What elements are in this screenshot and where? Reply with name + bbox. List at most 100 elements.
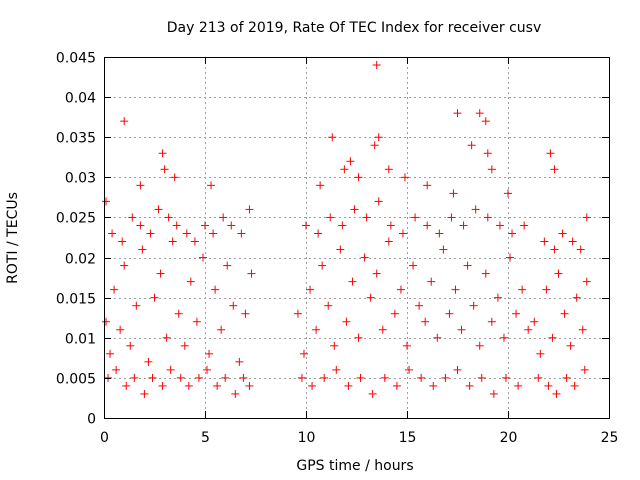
data-point [390, 309, 399, 318]
data-point [338, 221, 347, 230]
data-point [316, 181, 325, 190]
plot-frame [104, 57, 610, 419]
data-point [508, 229, 517, 238]
data-point [380, 373, 389, 382]
data-point [120, 117, 129, 126]
data-point [530, 317, 539, 326]
data-point [384, 237, 393, 246]
y-tick-label: 0.02 [65, 252, 96, 268]
data-point [342, 317, 351, 326]
data-point [487, 317, 496, 326]
data-point [168, 237, 177, 246]
data-point [354, 173, 363, 182]
data-point [453, 365, 462, 374]
data-point [439, 245, 448, 254]
data-point [392, 381, 401, 390]
data-point [211, 285, 220, 294]
data-point [463, 261, 472, 270]
data-point [112, 365, 121, 374]
data-point [524, 325, 533, 334]
data-point [499, 333, 508, 342]
data-point [374, 197, 383, 206]
data-point [447, 213, 456, 222]
y-tick-label: 0.015 [56, 292, 96, 308]
data-point [186, 277, 195, 286]
data-point [453, 109, 462, 118]
data-point [138, 245, 147, 254]
data-point [326, 213, 335, 222]
data-point [366, 293, 375, 302]
y-tick-label: 0.04 [65, 91, 96, 107]
data-point [213, 381, 222, 390]
data-point [370, 141, 379, 150]
data-point [174, 309, 183, 318]
data-point [445, 309, 454, 318]
data-point [546, 149, 555, 158]
data-point [229, 301, 238, 310]
data-point [207, 181, 216, 190]
data-point [209, 229, 218, 238]
data-point [550, 165, 559, 174]
data-point [344, 381, 353, 390]
data-point [190, 237, 199, 246]
data-point [140, 389, 149, 398]
data-point [116, 325, 125, 334]
data-point [150, 293, 159, 302]
data-point [435, 229, 444, 238]
data-point [374, 133, 383, 142]
data-point [469, 301, 478, 310]
data-point [552, 389, 561, 398]
data-point [459, 221, 468, 230]
data-point [582, 277, 591, 286]
data-point [148, 373, 157, 382]
data-point [299, 349, 308, 358]
data-point [239, 373, 248, 382]
data-point [172, 221, 181, 230]
data-point [372, 269, 381, 278]
data-point [118, 237, 127, 246]
data-point [415, 301, 424, 310]
data-point [223, 261, 232, 270]
data-point [572, 293, 581, 302]
data-point [467, 141, 476, 150]
data-point [483, 149, 492, 158]
data-point [306, 285, 315, 294]
y-tick-label: 0.035 [56, 131, 96, 147]
data-point [182, 229, 191, 238]
data-point [308, 381, 317, 390]
data-point [554, 269, 563, 278]
data-point [477, 373, 486, 382]
data-point [346, 157, 355, 166]
data-point [332, 365, 341, 374]
grid-layer [104, 57, 609, 418]
x-tick-label: 25 [601, 430, 619, 446]
x-tick-label: 10 [298, 430, 316, 446]
data-point [245, 205, 254, 214]
y-tick-label: 0.005 [56, 372, 96, 388]
data-point [423, 221, 432, 230]
data-point [411, 213, 420, 222]
data-point [348, 277, 357, 286]
data-point [506, 253, 515, 262]
data-point [205, 349, 214, 358]
data-point [297, 373, 306, 382]
data-point [475, 109, 484, 118]
data-point [501, 373, 510, 382]
data-point [493, 293, 502, 302]
data-point [227, 221, 236, 230]
data-point [540, 237, 549, 246]
data-point [328, 133, 337, 142]
data-point [405, 365, 414, 374]
data-point [336, 245, 345, 254]
data-point [495, 221, 504, 230]
data-point [166, 365, 175, 374]
data-point [247, 269, 256, 278]
data-point [548, 333, 557, 342]
data-point [483, 213, 492, 222]
data-point [302, 221, 310, 230]
data-point [568, 237, 577, 246]
data-point [514, 381, 523, 390]
y-axis-label: ROTI / TECUs [5, 192, 21, 284]
data-point [324, 301, 333, 310]
